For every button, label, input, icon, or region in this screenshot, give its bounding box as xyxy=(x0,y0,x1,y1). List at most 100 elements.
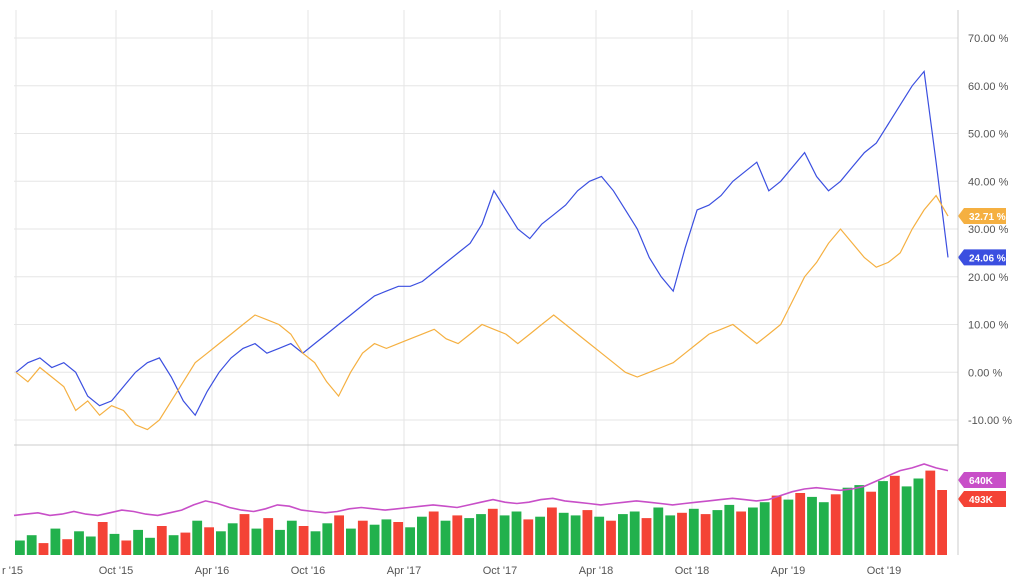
value-badges: 32.71 % 24.06 % 640K 493K xyxy=(958,208,1006,507)
volume-bar xyxy=(641,518,652,555)
y-tick-label: 20.00 % xyxy=(968,272,1009,284)
price-lines xyxy=(15,69,949,431)
blue-last-value-badge-label: 24.06 % xyxy=(969,253,1006,264)
volume-bar xyxy=(901,486,912,555)
volume-bar xyxy=(499,515,510,555)
x-tick-label: Apr '17 xyxy=(387,565,422,577)
orange-last-value-badge-label: 32.71 % xyxy=(969,212,1006,223)
volume-bar xyxy=(334,515,344,555)
volume-bar xyxy=(26,535,37,555)
volume-bar xyxy=(736,511,746,555)
y-tick-label: 0.00 % xyxy=(968,367,1002,379)
volume-bar xyxy=(795,493,806,555)
x-axis-ticks: r '15 Oct '15 Apr '16 Oct '16 Apr '17 Oct '17… xyxy=(2,565,901,577)
blue-last-value-badge: 24.06 % xyxy=(958,249,1006,266)
y-tick-label: -10.00 % xyxy=(968,415,1012,427)
volume-bar xyxy=(629,511,640,555)
volume-bar xyxy=(168,535,179,555)
volume-bar xyxy=(807,496,817,555)
volume-bar xyxy=(653,507,664,555)
grid-lines xyxy=(14,10,958,555)
volume-average-badge-shape xyxy=(958,472,1006,488)
y-tick-label: 10.00 % xyxy=(968,320,1009,332)
volume-bar xyxy=(428,511,439,555)
volume-bar xyxy=(15,540,25,555)
volume-bar xyxy=(913,478,924,555)
x-tick-label: r '15 xyxy=(2,565,23,577)
volume-bar xyxy=(558,512,569,555)
x-tick-label: Oct '16 xyxy=(291,565,326,577)
volume-bar xyxy=(878,481,888,555)
volume-bar xyxy=(724,504,735,555)
x-tick-label: Apr '16 xyxy=(195,565,230,577)
volume-bar xyxy=(925,470,936,555)
series-line-orange xyxy=(15,194,949,431)
volume-bar xyxy=(286,520,297,555)
volume-bar xyxy=(830,494,841,555)
orange-last-value-badge-shape xyxy=(958,208,1006,225)
volume-average-badge-label: 640K xyxy=(969,476,994,487)
volume-bar xyxy=(74,531,84,556)
volume-bar xyxy=(381,519,392,555)
orange-last-value-badge: 32.71 % xyxy=(958,208,1006,225)
volume-average xyxy=(13,463,949,517)
volume-bar xyxy=(133,529,143,555)
volume-bar xyxy=(204,527,214,555)
x-tick-label: Oct '15 xyxy=(99,565,134,577)
volume-last-badge: 493K xyxy=(958,491,1006,507)
y-axis-ticks: 70.00 % 60.00 % 50.00 % 40.00 % 30.00 % 20.00… xyxy=(968,33,1012,427)
volume-last-badge-shape xyxy=(958,491,1006,507)
volume-bar xyxy=(487,508,498,555)
volume-bar xyxy=(239,514,250,555)
volume-bar xyxy=(688,508,699,555)
x-tick-label: Oct '18 xyxy=(675,565,710,577)
volume-bar xyxy=(677,512,687,555)
volume-bar xyxy=(665,515,676,555)
x-tick-label: Apr '18 xyxy=(579,565,614,577)
volume-bar xyxy=(109,533,120,555)
volume-bar xyxy=(523,519,534,555)
x-tick-label: Oct '17 xyxy=(483,565,518,577)
volume-bar xyxy=(192,520,203,555)
volume-bar xyxy=(783,499,794,555)
y-tick-label: 70.00 % xyxy=(968,33,1009,45)
volume-bar xyxy=(771,495,782,555)
volume-bar xyxy=(263,518,274,555)
volume-bar xyxy=(582,510,593,555)
volume-bar xyxy=(62,539,73,555)
volume-bar xyxy=(570,515,581,555)
volume-bar xyxy=(405,527,415,555)
volume-bar xyxy=(476,514,486,555)
volume-average-badge: 640K xyxy=(958,472,1006,488)
volume-bar xyxy=(618,514,628,555)
volume-bar xyxy=(535,516,545,555)
volume-bar xyxy=(594,516,605,555)
volume-bar xyxy=(50,528,61,555)
volume-bar xyxy=(511,511,522,555)
volume-bar xyxy=(889,475,900,555)
y-tick-label: 60.00 % xyxy=(968,81,1009,93)
y-tick-label: 50.00 % xyxy=(968,129,1009,141)
x-tick-label: Oct '19 xyxy=(867,565,902,577)
volume-bar xyxy=(251,528,262,555)
volume-bar xyxy=(547,507,557,555)
volume-bar xyxy=(38,543,49,555)
volume-bar xyxy=(310,531,321,556)
volume-bar xyxy=(216,531,226,556)
x-tick-label: Apr '19 xyxy=(771,565,806,577)
volume-bar xyxy=(85,536,96,555)
volume-bar xyxy=(346,528,356,555)
volume-bar xyxy=(393,522,404,555)
volume-bar xyxy=(842,487,853,555)
y-tick-label: 30.00 % xyxy=(968,224,1009,236)
volume-bar xyxy=(298,526,309,555)
volume-bar xyxy=(322,523,333,555)
volume-average-line xyxy=(13,463,949,517)
volume-bar xyxy=(180,532,191,555)
volume-bar xyxy=(700,514,711,555)
volume-bars xyxy=(15,470,947,556)
volume-bar xyxy=(818,502,829,555)
volume-bar xyxy=(227,523,238,555)
volume-bar xyxy=(464,518,475,555)
volume-bar xyxy=(156,526,167,555)
